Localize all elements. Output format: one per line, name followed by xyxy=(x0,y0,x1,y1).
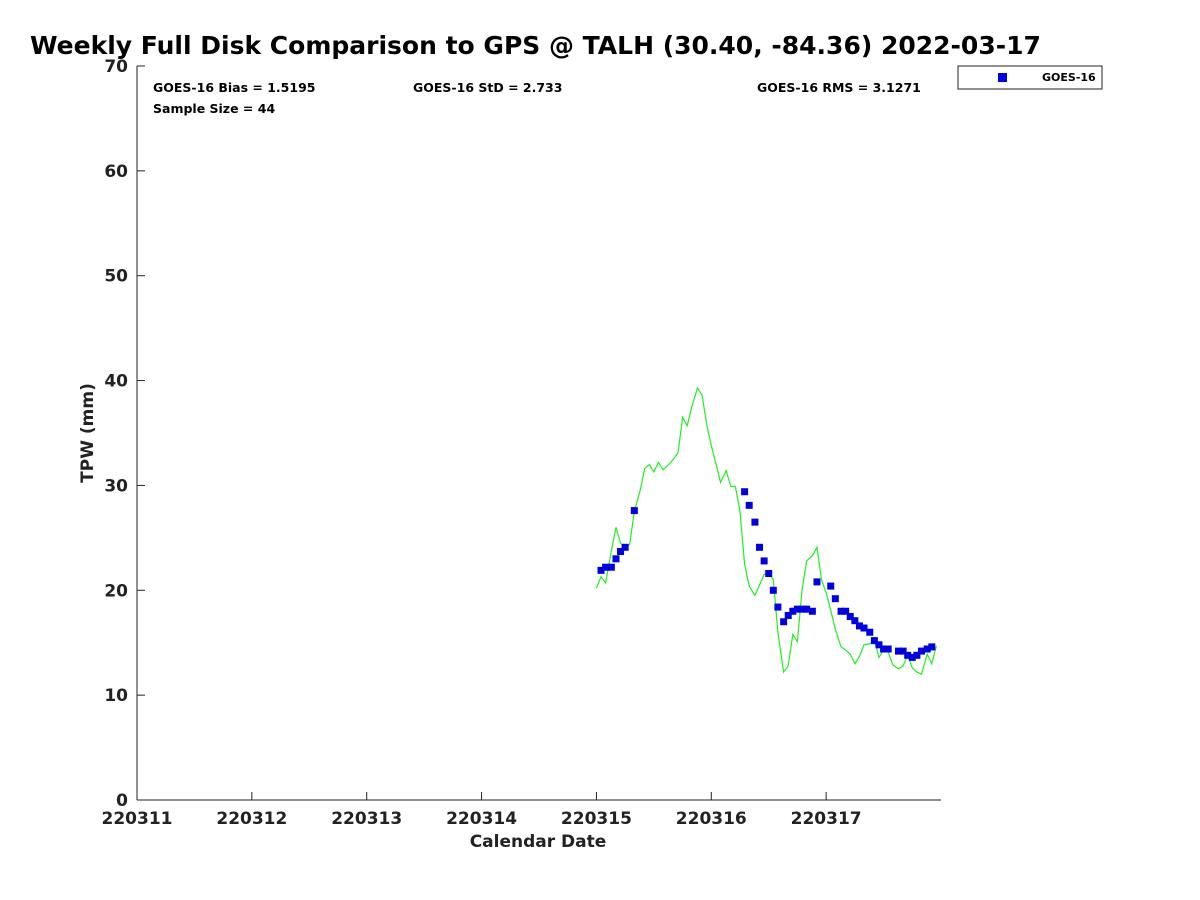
y-tick-label: 40 xyxy=(104,372,128,392)
x-tick-label: 220314 xyxy=(446,809,517,829)
x-tick-label: 220317 xyxy=(791,809,862,829)
goes16-point xyxy=(899,647,907,655)
y-tick-label: 70 xyxy=(104,57,128,77)
y-tick-label: 30 xyxy=(104,476,128,496)
axes xyxy=(136,66,941,801)
goes16-point xyxy=(630,507,638,515)
goes16-point xyxy=(741,488,749,496)
goes16-point xyxy=(798,605,806,613)
plot-area xyxy=(595,386,937,676)
rms-stat: GOES-16 RMS = 3.1271 xyxy=(757,80,921,95)
goes16-point xyxy=(813,578,821,586)
legend-marker xyxy=(998,73,1007,82)
goes16-point xyxy=(923,645,931,653)
goes16-point xyxy=(860,624,868,632)
chart-title: Weekly Full Disk Comparison to GPS @ TAL… xyxy=(30,31,1041,60)
goes16-point xyxy=(895,647,903,655)
legend-box xyxy=(957,65,1103,90)
goes16-point xyxy=(851,617,859,625)
goes16-point xyxy=(597,566,605,574)
y-tick-label: 60 xyxy=(104,162,128,182)
goes16-point xyxy=(751,518,759,526)
gps-tpw-line xyxy=(595,386,937,676)
y-tick-label: 20 xyxy=(104,581,128,601)
y-axis-ticks: 0 10 20 30 40 50 60 70 xyxy=(104,57,145,811)
x-axis-label: Calendar Date xyxy=(470,832,607,852)
goes16-point xyxy=(866,628,874,636)
legend-label-goes16: GOES-16 xyxy=(1042,71,1096,84)
goes16-point xyxy=(842,607,850,615)
x-tick-label: 220311 xyxy=(102,809,173,829)
y-axis-label: TPW (mm) xyxy=(78,383,98,483)
goes16-point xyxy=(756,543,764,551)
goes16-point xyxy=(617,547,625,555)
goes16-point xyxy=(808,607,816,615)
sample-size-stat: Sample Size = 44 xyxy=(153,101,275,116)
y-tick-label: 0 xyxy=(116,791,128,811)
goes16-point xyxy=(612,555,620,563)
x-axis-ticks: 220311 220312 220313 220314 220315 220316 2203… xyxy=(102,792,862,829)
goes16-point xyxy=(928,643,936,651)
goes16-point xyxy=(789,607,797,615)
goes16-point xyxy=(803,605,811,613)
goes16-point xyxy=(855,622,863,630)
y-tick-label: 10 xyxy=(104,686,128,706)
goes16-point xyxy=(875,641,883,649)
x-tick-label: 220315 xyxy=(561,809,632,829)
goes16-point xyxy=(846,613,854,620)
goes16-point xyxy=(602,563,610,571)
goes16-point xyxy=(831,595,839,603)
goes16-point xyxy=(769,586,777,594)
goes16-point xyxy=(793,605,801,613)
goes16-point xyxy=(745,501,753,509)
goes16-point xyxy=(913,651,921,659)
goes16-point xyxy=(784,611,792,619)
goes16-point xyxy=(904,651,912,659)
goes16-point xyxy=(774,603,782,611)
goes16-point xyxy=(880,645,888,653)
bias-stat: GOES-16 Bias = 1.5195 xyxy=(153,80,315,95)
goes16-point xyxy=(917,647,925,655)
goes16-point xyxy=(760,557,768,565)
y-tick-label: 50 xyxy=(104,267,128,287)
goes16-point xyxy=(837,607,845,615)
goes16-point xyxy=(621,543,629,551)
goes16-point xyxy=(765,570,773,578)
goes16-point xyxy=(780,618,788,626)
goes16-point xyxy=(827,582,835,590)
x-tick-label: 220312 xyxy=(216,809,287,829)
goes16-point xyxy=(607,563,615,571)
goes16-point xyxy=(870,637,878,645)
goes16-point xyxy=(908,653,916,661)
x-tick-label: 220316 xyxy=(676,809,747,829)
std-stat: GOES-16 StD = 2.733 xyxy=(413,80,562,95)
x-tick-label: 220313 xyxy=(331,809,402,829)
legend: GOES-16 xyxy=(957,65,1103,90)
goes16-point xyxy=(884,645,892,653)
